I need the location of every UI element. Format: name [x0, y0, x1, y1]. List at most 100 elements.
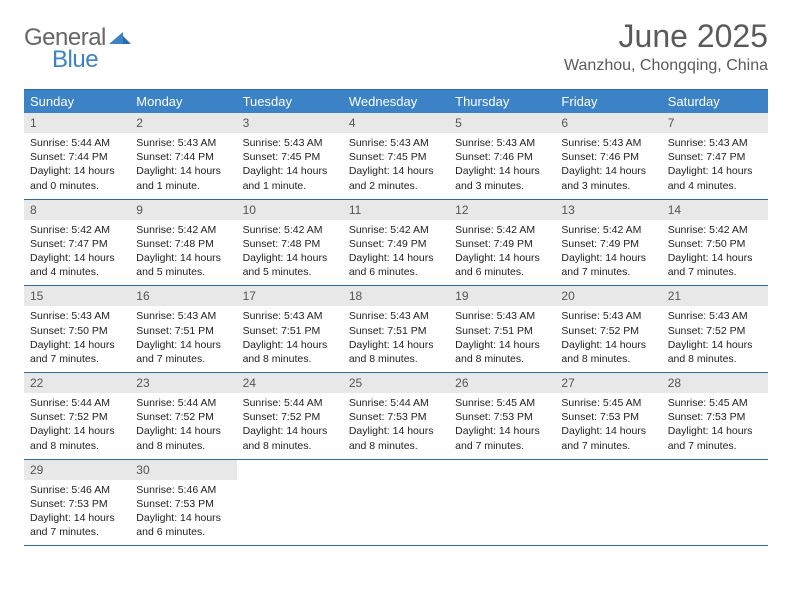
day-info: Sunrise: 5:44 AMSunset: 7:44 PMDaylight:…: [24, 133, 130, 199]
day-header-row: Sunday Monday Tuesday Wednesday Thursday…: [24, 90, 768, 113]
day-number: 5: [449, 113, 555, 133]
sunrise-text: Sunrise: 5:43 AM: [349, 136, 443, 150]
calendar-cell: 8Sunrise: 5:42 AMSunset: 7:47 PMDaylight…: [24, 200, 130, 286]
sunset-text: Sunset: 7:52 PM: [561, 324, 655, 338]
day-info: Sunrise: 5:43 AMSunset: 7:47 PMDaylight:…: [662, 133, 768, 199]
sunrise-text: Sunrise: 5:43 AM: [561, 309, 655, 323]
daylight-text: Daylight: 14 hours and 8 minutes.: [243, 424, 337, 452]
sunrise-text: Sunrise: 5:44 AM: [243, 396, 337, 410]
sunrise-text: Sunrise: 5:43 AM: [349, 309, 443, 323]
day-number: 26: [449, 373, 555, 393]
day-number: 10: [237, 200, 343, 220]
sunset-text: Sunset: 7:49 PM: [561, 237, 655, 251]
logo-triangle-icon: [109, 28, 131, 49]
calendar-cell: 15Sunrise: 5:43 AMSunset: 7:50 PMDayligh…: [24, 286, 130, 372]
day-number: 21: [662, 286, 768, 306]
daylight-text: Daylight: 14 hours and 5 minutes.: [243, 251, 337, 279]
day-header-saturday: Saturday: [662, 90, 768, 113]
calendar-cell: 29Sunrise: 5:46 AMSunset: 7:53 PMDayligh…: [24, 460, 130, 546]
sunset-text: Sunset: 7:53 PM: [668, 410, 762, 424]
day-header-tuesday: Tuesday: [237, 90, 343, 113]
sunset-text: Sunset: 7:45 PM: [349, 150, 443, 164]
calendar-cell: 1Sunrise: 5:44 AMSunset: 7:44 PMDaylight…: [24, 113, 130, 199]
daylight-text: Daylight: 14 hours and 8 minutes.: [561, 338, 655, 366]
sunrise-text: Sunrise: 5:43 AM: [243, 136, 337, 150]
sunset-text: Sunset: 7:49 PM: [455, 237, 549, 251]
day-info: Sunrise: 5:44 AMSunset: 7:52 PMDaylight:…: [130, 393, 236, 459]
day-info: Sunrise: 5:43 AMSunset: 7:51 PMDaylight:…: [343, 306, 449, 372]
day-info: Sunrise: 5:44 AMSunset: 7:53 PMDaylight:…: [343, 393, 449, 459]
daylight-text: Daylight: 14 hours and 8 minutes.: [349, 338, 443, 366]
day-info: Sunrise: 5:44 AMSunset: 7:52 PMDaylight:…: [24, 393, 130, 459]
sunrise-text: Sunrise: 5:44 AM: [30, 396, 124, 410]
daylight-text: Daylight: 14 hours and 0 minutes.: [30, 164, 124, 192]
daylight-text: Daylight: 14 hours and 6 minutes.: [349, 251, 443, 279]
sunrise-text: Sunrise: 5:42 AM: [136, 223, 230, 237]
sunrise-text: Sunrise: 5:46 AM: [136, 483, 230, 497]
sunset-text: Sunset: 7:52 PM: [668, 324, 762, 338]
daylight-text: Daylight: 14 hours and 8 minutes.: [455, 338, 549, 366]
day-number: 8: [24, 200, 130, 220]
calendar-cell: 6Sunrise: 5:43 AMSunset: 7:46 PMDaylight…: [555, 113, 661, 199]
day-info: Sunrise: 5:43 AMSunset: 7:46 PMDaylight:…: [555, 133, 661, 199]
sunrise-text: Sunrise: 5:42 AM: [668, 223, 762, 237]
sunrise-text: Sunrise: 5:44 AM: [136, 396, 230, 410]
sunrise-text: Sunrise: 5:43 AM: [455, 309, 549, 323]
sunset-text: Sunset: 7:53 PM: [349, 410, 443, 424]
calendar-cell: 26Sunrise: 5:45 AMSunset: 7:53 PMDayligh…: [449, 373, 555, 459]
daylight-text: Daylight: 14 hours and 8 minutes.: [243, 338, 337, 366]
day-number: 18: [343, 286, 449, 306]
day-number: 25: [343, 373, 449, 393]
calendar-cell: 12Sunrise: 5:42 AMSunset: 7:49 PMDayligh…: [449, 200, 555, 286]
calendar-cell: 16Sunrise: 5:43 AMSunset: 7:51 PMDayligh…: [130, 286, 236, 372]
daylight-text: Daylight: 14 hours and 3 minutes.: [561, 164, 655, 192]
calendar-cell: 23Sunrise: 5:44 AMSunset: 7:52 PMDayligh…: [130, 373, 236, 459]
week-row: 22Sunrise: 5:44 AMSunset: 7:52 PMDayligh…: [24, 373, 768, 460]
calendar-cell: 2Sunrise: 5:43 AMSunset: 7:44 PMDaylight…: [130, 113, 236, 199]
sunrise-text: Sunrise: 5:42 AM: [455, 223, 549, 237]
calendar-cell: 7Sunrise: 5:43 AMSunset: 7:47 PMDaylight…: [662, 113, 768, 199]
daylight-text: Daylight: 14 hours and 7 minutes.: [136, 338, 230, 366]
calendar-cell: .: [555, 460, 661, 546]
sunset-text: Sunset: 7:46 PM: [561, 150, 655, 164]
calendar-cell: 25Sunrise: 5:44 AMSunset: 7:53 PMDayligh…: [343, 373, 449, 459]
daylight-text: Daylight: 14 hours and 8 minutes.: [30, 424, 124, 452]
day-number: 24: [237, 373, 343, 393]
day-number: 4: [343, 113, 449, 133]
sunrise-text: Sunrise: 5:42 AM: [561, 223, 655, 237]
day-number: 1: [24, 113, 130, 133]
day-info: Sunrise: 5:43 AMSunset: 7:45 PMDaylight:…: [343, 133, 449, 199]
day-info: Sunrise: 5:42 AMSunset: 7:49 PMDaylight:…: [555, 220, 661, 286]
sunrise-text: Sunrise: 5:45 AM: [455, 396, 549, 410]
daylight-text: Daylight: 14 hours and 6 minutes.: [136, 511, 230, 539]
day-number: 17: [237, 286, 343, 306]
day-number: 20: [555, 286, 661, 306]
day-info: Sunrise: 5:42 AMSunset: 7:48 PMDaylight:…: [237, 220, 343, 286]
sunrise-text: Sunrise: 5:43 AM: [243, 309, 337, 323]
month-title: June 2025: [564, 18, 768, 55]
calendar-cell: 21Sunrise: 5:43 AMSunset: 7:52 PMDayligh…: [662, 286, 768, 372]
sunset-text: Sunset: 7:45 PM: [243, 150, 337, 164]
day-number: 14: [662, 200, 768, 220]
day-info: Sunrise: 5:46 AMSunset: 7:53 PMDaylight:…: [24, 480, 130, 546]
sunset-text: Sunset: 7:51 PM: [349, 324, 443, 338]
day-number: 30: [130, 460, 236, 480]
day-info: Sunrise: 5:45 AMSunset: 7:53 PMDaylight:…: [555, 393, 661, 459]
day-number: 19: [449, 286, 555, 306]
calendar-cell: 24Sunrise: 5:44 AMSunset: 7:52 PMDayligh…: [237, 373, 343, 459]
day-info: Sunrise: 5:42 AMSunset: 7:50 PMDaylight:…: [662, 220, 768, 286]
day-number: 13: [555, 200, 661, 220]
sunset-text: Sunset: 7:48 PM: [136, 237, 230, 251]
day-number: 16: [130, 286, 236, 306]
sunrise-text: Sunrise: 5:45 AM: [668, 396, 762, 410]
day-number: 27: [555, 373, 661, 393]
daylight-text: Daylight: 14 hours and 4 minutes.: [668, 164, 762, 192]
day-info: Sunrise: 5:46 AMSunset: 7:53 PMDaylight:…: [130, 480, 236, 546]
week-row: 15Sunrise: 5:43 AMSunset: 7:50 PMDayligh…: [24, 286, 768, 373]
sunset-text: Sunset: 7:53 PM: [561, 410, 655, 424]
daylight-text: Daylight: 14 hours and 8 minutes.: [668, 338, 762, 366]
calendar-cell: 9Sunrise: 5:42 AMSunset: 7:48 PMDaylight…: [130, 200, 236, 286]
daylight-text: Daylight: 14 hours and 7 minutes.: [668, 424, 762, 452]
sunset-text: Sunset: 7:47 PM: [668, 150, 762, 164]
logo-text-blue: Blue: [52, 46, 98, 74]
